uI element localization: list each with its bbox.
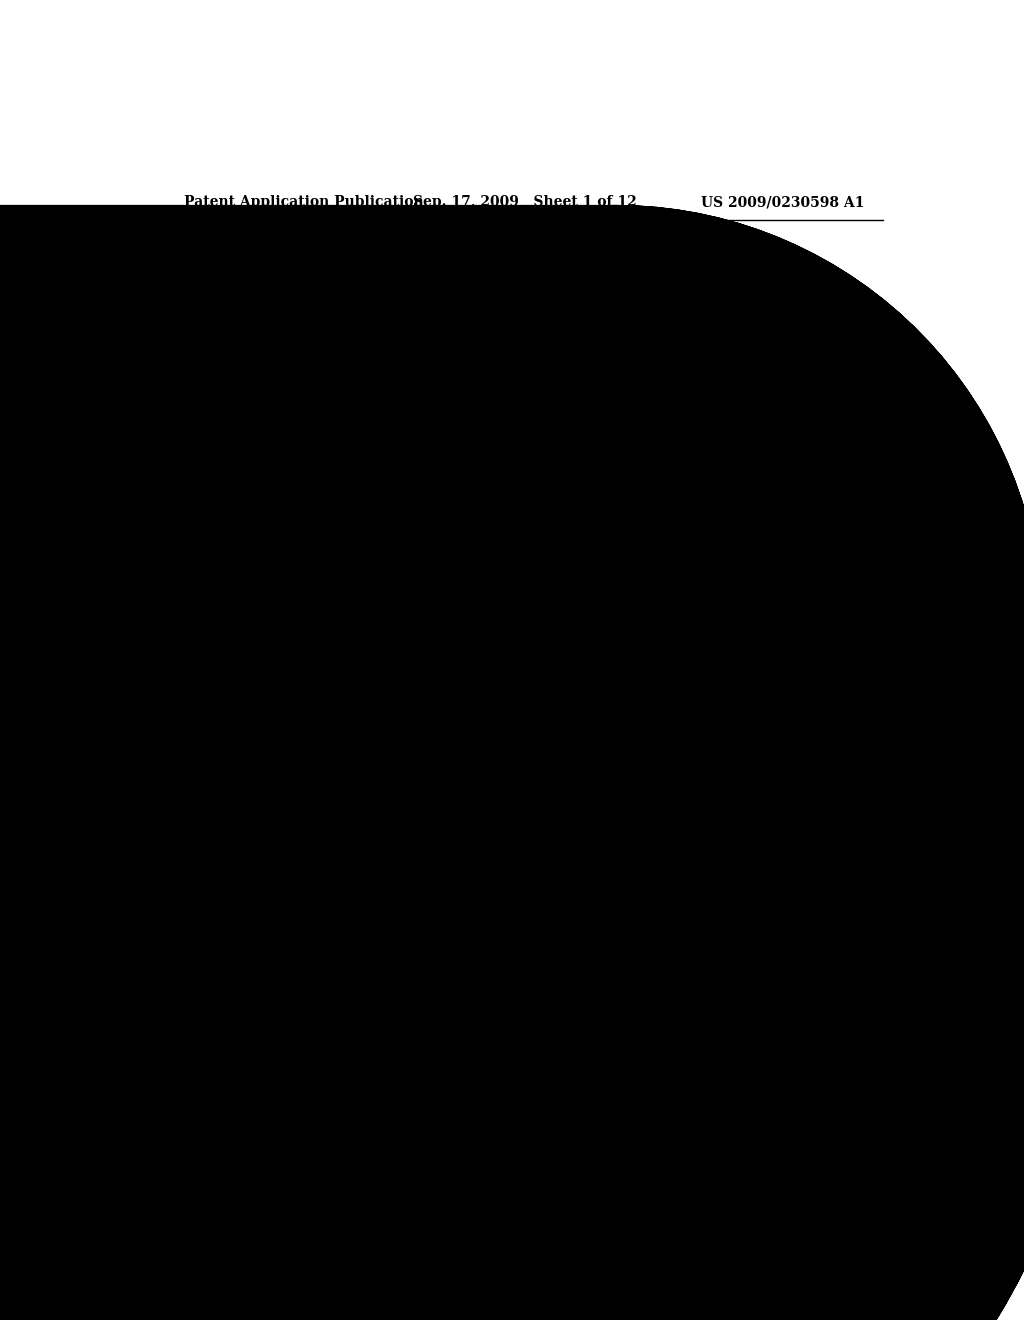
Text: NATURAL GAS: NATURAL GAS: [569, 777, 668, 792]
Bar: [477, 659, 539, 785]
Bar: [322, 1006, 369, 1019]
Bar: [406, 867, 451, 880]
Text: CVR: CVR: [494, 821, 522, 836]
Bar: [306, 805, 384, 1006]
Text: ILMENITE: ILMENITE: [180, 886, 245, 899]
Text: STEEL: STEEL: [461, 932, 504, 946]
Bar: [488, 645, 527, 659]
Bar: [488, 785, 527, 800]
Bar: [550, 574, 612, 689]
Text: TBR 1: TBR 1: [325, 1040, 366, 1055]
Text: ELECTROCHEM.
DEOXYGENATION: ELECTROCHEM. DEOXYGENATION: [569, 455, 597, 564]
Text: Sep. 17, 2009   Sheet 1 of 12: Sep. 17, 2009 Sheet 1 of 12: [413, 195, 637, 210]
Bar: [322, 792, 369, 805]
Text: VACUUM REFINING: VACUUM REFINING: [354, 693, 367, 818]
Text: DOWNSTREAM
PROCESSING
OPTIONS: DOWNSTREAM PROCESSING OPTIONS: [573, 271, 616, 363]
Text: Fig. 1: Fig. 1: [751, 627, 808, 644]
Text: US 2009/0230598 A1: US 2009/0230598 A1: [700, 195, 864, 210]
Text: Patent Application Publication: Patent Application Publication: [183, 195, 424, 210]
Text: TITANIUM
METAL: TITANIUM METAL: [675, 599, 740, 628]
Text: TITANIUM TETRACHLORIDE: TITANIUM TETRACHLORIDE: [703, 404, 717, 590]
Bar: [406, 700, 451, 713]
Bar: [391, 713, 465, 867]
Text: CARBOTHERMIC REDUCTION: CARBOTHERMIC REDUCTION: [268, 764, 282, 954]
Text: TBR 2: TBR 2: [408, 903, 449, 916]
Bar: [550, 374, 636, 506]
Text: PIGMENT-GRADE
TITANIUM DIOXIDE: PIGMENT-GRADE TITANIUM DIOXIDE: [768, 405, 897, 434]
